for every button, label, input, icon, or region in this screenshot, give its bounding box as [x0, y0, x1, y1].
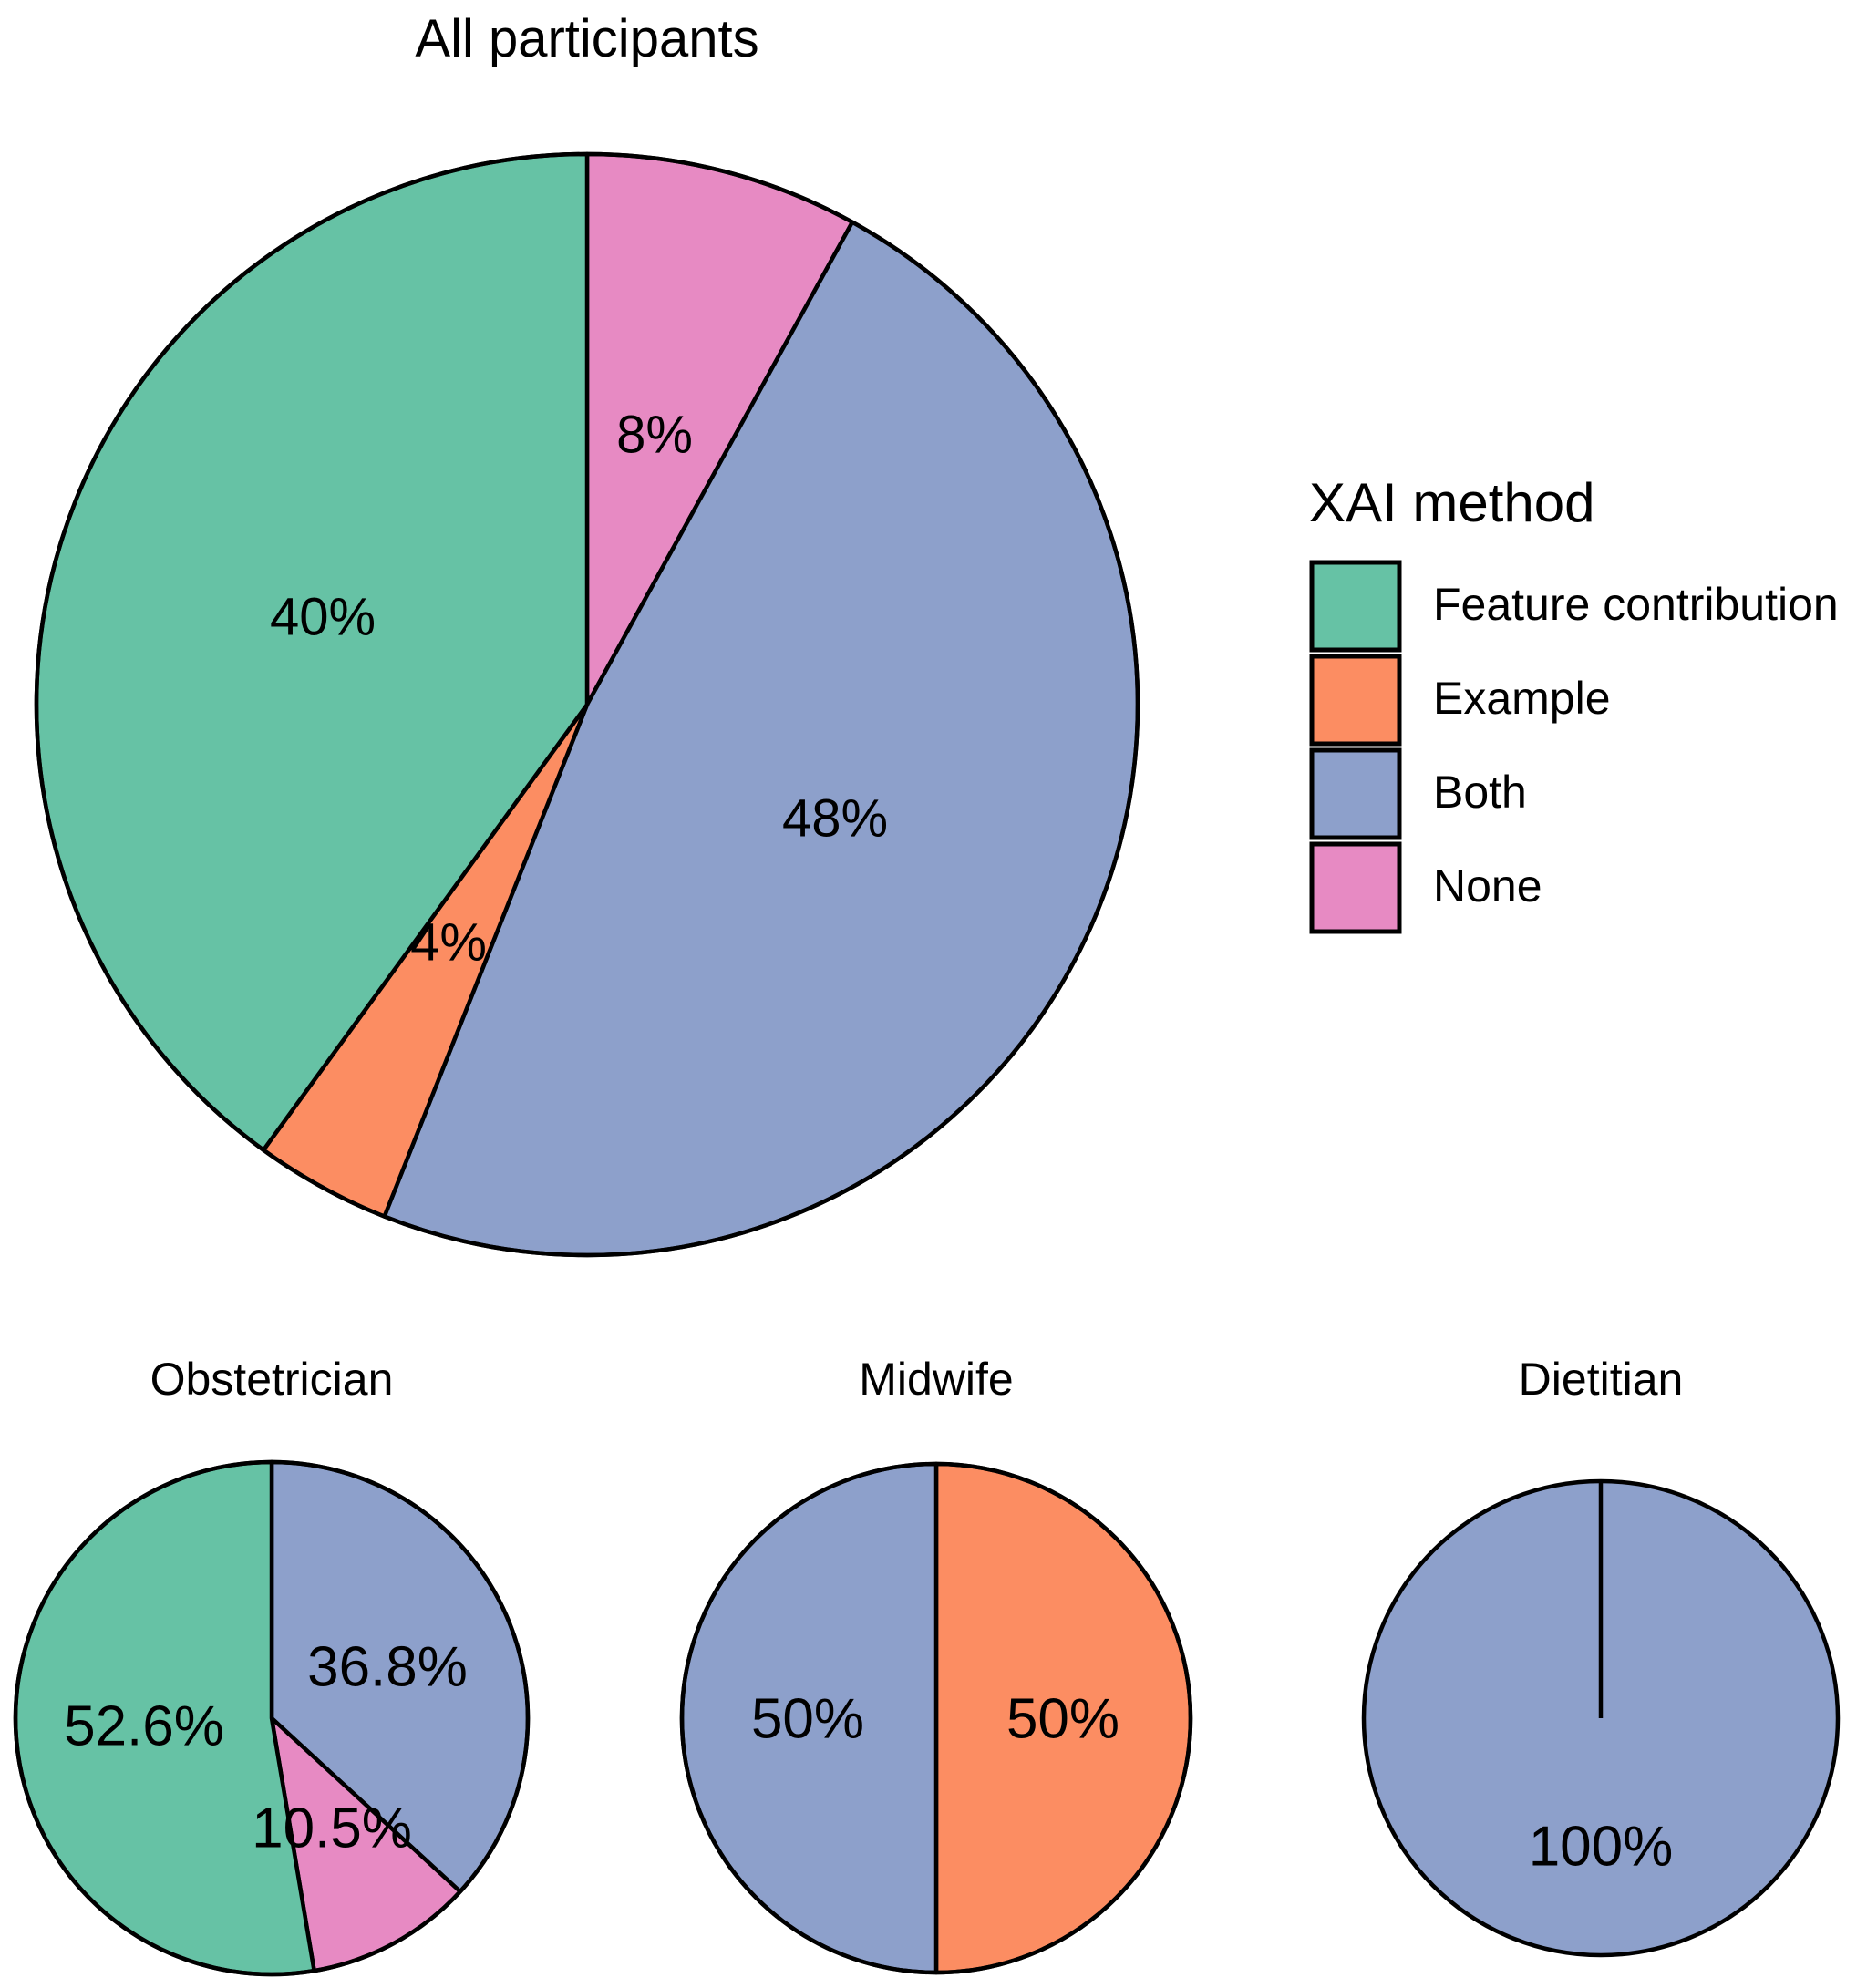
legend-item-feature-contribution: Feature contribution: [1309, 560, 1839, 653]
legend-label-none: None: [1433, 860, 1542, 912]
slice-label-midwife-example: 50%: [1006, 1687, 1119, 1750]
pie-obstetrician: 36.8% 10.5% 52.6% Obstetrician: [13, 1354, 531, 1977]
pie-dietitian: 100% Dietitian: [1361, 1354, 1841, 1958]
legend-label-both: Both: [1433, 767, 1527, 818]
pie-outline-dietitian: [1361, 1478, 1841, 1958]
legend-item-example: Example: [1309, 654, 1611, 747]
legend-key-example: [1309, 654, 1402, 747]
slice-label-all-participants-none: 8%: [616, 405, 693, 464]
legend-label-example: Example: [1433, 673, 1611, 724]
legend-key-feature-contribution: [1309, 560, 1402, 653]
chart-title-midwife: Midwife: [859, 1354, 1013, 1405]
slice-label-all-participants-feature-contribution: 40%: [270, 587, 376, 646]
legend-title: XAI method: [1309, 472, 1595, 533]
pie-charts: 8% 48% 4% 40% All participants 36.8% 10.5% 52.6…: [13, 9, 1841, 1977]
legend: XAI method Feature contribution Example Bo…: [1309, 472, 1839, 934]
slice-label-obstetrician-none: 10.5%: [252, 1797, 412, 1859]
slice-label-dietitian-both: 100%: [1529, 1815, 1674, 1878]
pie-outline-obstetrician: [13, 1459, 531, 1977]
slice-label-obstetrician-both: 36.8%: [307, 1635, 468, 1698]
pie-outline-midwife: [679, 1461, 1193, 1975]
chart-title-dietitian: Dietitian: [1519, 1354, 1684, 1405]
slice-label-midwife-both: 50%: [751, 1687, 864, 1750]
legend-key-both: [1309, 747, 1402, 840]
slice-label-all-participants-both: 48%: [782, 788, 888, 848]
chart-title-obstetrician: Obstetrician: [150, 1354, 394, 1405]
pie-outline-all-participants: [34, 151, 1140, 1258]
pie-midwife: 50% 50% Midwife: [679, 1354, 1193, 1975]
legend-items: Feature contribution Example Both None: [1309, 560, 1839, 934]
slice-label-obstetrician-feature-contribution: 52.6%: [64, 1694, 224, 1757]
slice-label-all-participants-example: 4%: [410, 912, 487, 972]
legend-key-none: [1309, 841, 1402, 934]
chart-title-all-participants: All participants: [415, 9, 758, 68]
legend-item-both: Both: [1309, 747, 1527, 840]
legend-item-none: None: [1309, 841, 1542, 934]
legend-label-feature-contribution: Feature contribution: [1433, 579, 1839, 630]
pie-all-participants: 8% 48% 4% 40% All participants: [34, 9, 1140, 1258]
